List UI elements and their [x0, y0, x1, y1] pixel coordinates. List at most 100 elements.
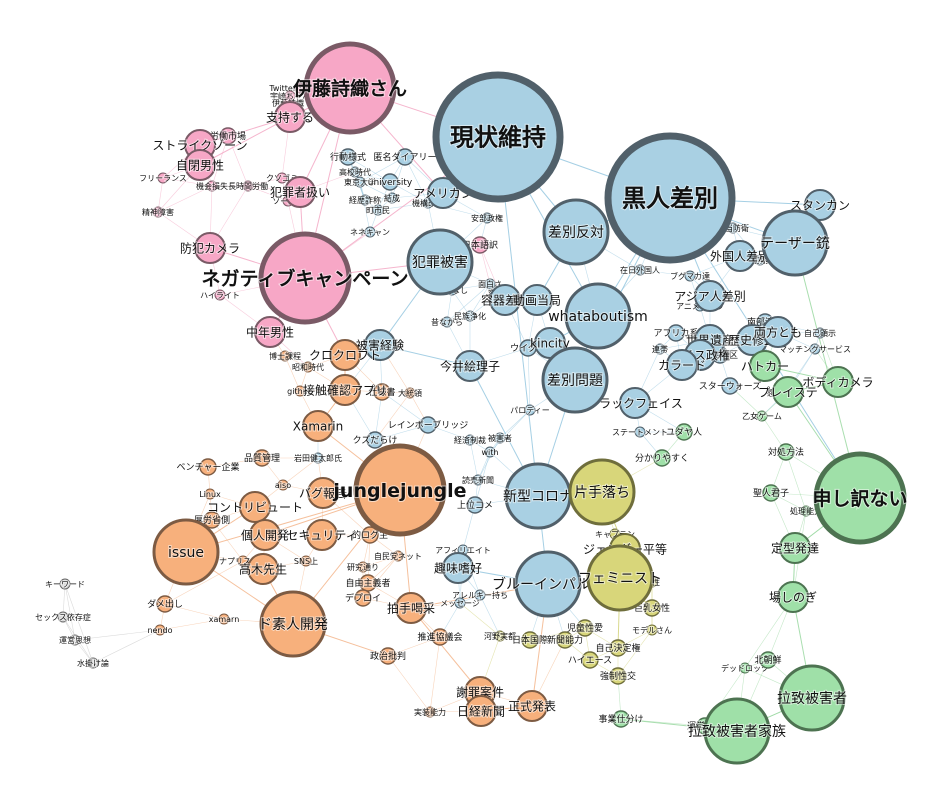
node-freelance[interactable]: フリーランス: [138, 172, 188, 184]
node-seijin[interactable]: 聖人君子: [752, 484, 790, 502]
node-message[interactable]: メッセージ: [439, 597, 481, 609]
node-sabetsu_mondai[interactable]: 差別問題: [541, 346, 609, 414]
node-sex[interactable]: セックス依存症: [34, 611, 92, 623]
node-opportunity[interactable]: 機会損失: [195, 180, 229, 192]
node-deadlock[interactable]: デッドロック: [720, 662, 770, 674]
node-joui_coat[interactable]: 上位コメ: [456, 496, 494, 514]
node-america[interactable]: アメリカン: [412, 177, 474, 209]
node-mizukake[interactable]: 水掛け論: [76, 657, 110, 669]
node-hatoka[interactable]: ハトカー: [740, 350, 790, 382]
node-rainbow[interactable]: レインボーブリッジ: [387, 416, 469, 434]
node-katate[interactable]: 片手落ち: [568, 458, 636, 526]
node-anon_diary[interactable]: 匿名ダイアリー: [372, 148, 438, 166]
node-shouwa[interactable]: 昭和時代: [291, 361, 325, 373]
node-otome[interactable]: 乙女ゲーム: [741, 410, 783, 422]
node-labor_market[interactable]: 労働市場: [209, 127, 247, 145]
node-sesshoku[interactable]: 接触確認アプリ: [302, 374, 388, 406]
node-overwork[interactable]: 長時間労働: [227, 180, 269, 192]
node-keyword[interactable]: キーワード: [44, 578, 86, 590]
node-genjou[interactable]: 現状維持: [432, 71, 564, 203]
node-bouhan[interactable]: 防犯カメラ: [179, 232, 241, 264]
node-mukashi[interactable]: 昔ながら: [430, 316, 464, 328]
node-do_shirouto[interactable]: ド素人開発: [257, 590, 329, 658]
node-negative[interactable]: ネガティブキャンペーン: [201, 231, 409, 325]
node-yudaya[interactable]: ユダヤ人: [665, 423, 703, 441]
node-action[interactable]: 行動様式: [329, 148, 367, 166]
node-takagi[interactable]: 高木先生: [238, 553, 288, 585]
node-allergy[interactable]: アレルギー持ち: [451, 589, 509, 601]
node-minzoku[interactable]: 民族浄化: [453, 310, 487, 322]
node-taisaku[interactable]: 対処方法: [767, 443, 805, 461]
node-deploy[interactable]: デプロイ: [344, 589, 382, 607]
node-contribute[interactable]: コントリビュート: [206, 491, 304, 523]
node-statement[interactable]: ステートメント: [611, 426, 669, 438]
node-corona[interactable]: 新型コロナ: [502, 462, 574, 530]
node-feminist[interactable]: フェミニスト: [577, 544, 663, 612]
node-douga_seikyoku[interactable]: 動画当局: [512, 284, 562, 316]
node-higaisha[interactable]: 被害者: [487, 432, 513, 444]
node-nafuri[interactable]: ナプリストア: [218, 555, 268, 567]
node-koukou[interactable]: 高校時代: [338, 166, 372, 178]
node-todai[interactable]: 東京大学: [343, 176, 377, 188]
node-security[interactable]: セキュリティ: [285, 519, 359, 551]
node-kaihatsu[interactable]: 運営思想: [58, 634, 92, 646]
node-jidou[interactable]: 児童性愛: [566, 619, 604, 637]
node-hakusha[interactable]: 博士課程: [268, 350, 302, 362]
node-kyousei[interactable]: 強制性交: [599, 667, 637, 685]
node-whatabout[interactable]: whataboutism: [547, 282, 649, 350]
node-africa[interactable]: アフリカ系: [652, 324, 700, 342]
node-nekokyan[interactable]: ネネキャン: [349, 226, 391, 238]
node-body_cam[interactable]: ボディカメラ: [801, 366, 875, 398]
node-blackface[interactable]: ブラックフェイス: [586, 387, 684, 419]
node-kokujin[interactable]: 黒人差別: [604, 132, 736, 264]
node-keireki[interactable]: 経歴詐称: [348, 194, 382, 206]
node-asian[interactable]: アジア人差別: [673, 280, 747, 312]
node-kincity[interactable]: kincity: [529, 327, 571, 359]
node-youkyoku[interactable]: 容器差別: [480, 284, 530, 316]
node-kitachousen[interactable]: 北朝鮮: [753, 651, 783, 669]
node-support[interactable]: 支持する: [265, 101, 315, 133]
node-jimin[interactable]: 自民党ネット: [373, 550, 423, 562]
node-nikkei[interactable]: 日経新聞: [456, 695, 506, 727]
node-ryouhou[interactable]: 両方とも: [753, 316, 803, 348]
node-zainichi[interactable]: 在日外国人: [619, 264, 661, 276]
node-rachi_kazoku[interactable]: 拉致被害者家族: [687, 697, 787, 765]
node-gaikoku[interactable]: 外国人差別: [709, 240, 771, 272]
node-kyonyu[interactable]: 巨乳女性: [633, 599, 671, 617]
node-kojin[interactable]: 個人開発: [240, 519, 290, 551]
node-damedashi[interactable]: ダメ出し: [146, 595, 184, 613]
node-jiyu[interactable]: 自由主義者: [344, 574, 392, 592]
node-kuzu[interactable]: クズだらけ: [352, 431, 398, 449]
node-nihon_kokusai[interactable]: 日本国際: [511, 631, 549, 649]
node-anbo[interactable]: 安部政権: [470, 212, 504, 224]
node-prestige[interactable]: プレイステ: [757, 376, 819, 408]
node-bashinogi[interactable]: 場しのぎ: [768, 581, 818, 613]
node-hinshitsu[interactable]: 品質管理: [243, 449, 281, 467]
node-jimu[interactable]: 事業仕分け: [597, 710, 645, 728]
node-jiko_kenji[interactable]: 自己顕示: [803, 327, 837, 339]
node-issue[interactable]: issue: [152, 518, 220, 586]
node-rachi[interactable]: 拉致被害者: [776, 664, 848, 732]
node-mental[interactable]: 精神障害: [141, 206, 175, 218]
node-hakushu[interactable]: 拍手喝采: [386, 592, 436, 624]
node-keizai[interactable]: 経済制裁: [453, 434, 487, 446]
node-crowd[interactable]: クロクロフト: [308, 339, 382, 371]
node-aiso[interactable]: aiso: [274, 479, 292, 491]
node-criminal[interactable]: 犯罪者扱い: [269, 176, 331, 208]
node-shiyou[interactable]: 仕様書: [367, 383, 397, 401]
node-daitouryou[interactable]: 大統領: [397, 387, 423, 399]
node-self_male[interactable]: 自閉男性: [175, 149, 225, 181]
node-venture[interactable]: ベンチャー企業: [176, 458, 240, 476]
node-jiko_kettei[interactable]: 自己決定権: [594, 639, 642, 657]
node-shumi[interactable]: 趣味嗜好: [433, 552, 483, 584]
node-haiace[interactable]: ハイエース: [567, 651, 613, 669]
node-junglejungle[interactable]: junglejungle: [331, 443, 468, 537]
node-teikei[interactable]: 定型発達: [770, 532, 820, 564]
node-parody[interactable]: パロディー: [509, 404, 550, 416]
node-highlight[interactable]: ハイライト: [199, 289, 241, 301]
node-xamarin[interactable]: Xamarin: [292, 410, 344, 442]
node-model[interactable]: モデルさん: [631, 624, 673, 636]
node-taser[interactable]: テーザー銃: [759, 209, 831, 277]
node-xamarn[interactable]: xamarn: [208, 613, 240, 625]
node-matching[interactable]: マッチングサービス: [778, 343, 852, 355]
